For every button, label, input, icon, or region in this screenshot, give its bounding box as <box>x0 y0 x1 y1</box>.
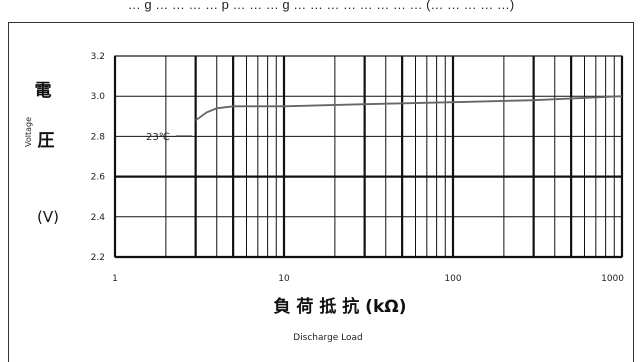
temperature-annotation: 23℃ <box>146 132 170 143</box>
y-axis-label-cjk-1: 電 <box>35 81 52 101</box>
chart-series <box>195 95 623 122</box>
y-tick-label: 2.2 <box>91 253 105 263</box>
x-axis-label-cjk: 負 荷 抵 抗 (kΩ) <box>274 296 407 317</box>
voltage-curve <box>195 95 623 122</box>
chart-ticks: 3.2 3.0 2.8 2.6 2.4 2.2 1 10 100 1000 <box>91 52 625 284</box>
y-tick-label: 3.2 <box>91 52 105 62</box>
x-tick-label: 10 <box>278 274 290 284</box>
y-axis-label-en: Voltage <box>24 117 33 147</box>
y-axis-unit: (V) <box>37 208 59 226</box>
x-tick-label: 100 <box>444 274 461 284</box>
chart-caption: … g … … … … p … … … g … … … … … … … … (…… <box>127 0 515 12</box>
x-tick-label: 1000 <box>601 274 624 284</box>
y-tick-label: 2.8 <box>91 132 106 142</box>
chart-grid <box>113 55 624 259</box>
y-tick-label: 2.6 <box>91 173 106 183</box>
y-tick-label: 2.4 <box>91 213 106 223</box>
y-tick-label: 3.0 <box>91 92 106 102</box>
chart-frame <box>8 22 634 362</box>
plot-border <box>114 55 623 258</box>
x-tick-label: 1 <box>112 274 118 284</box>
x-axis-label-en: Discharge Load <box>293 333 363 343</box>
y-axis-label-cjk-2: 圧 <box>38 131 55 151</box>
